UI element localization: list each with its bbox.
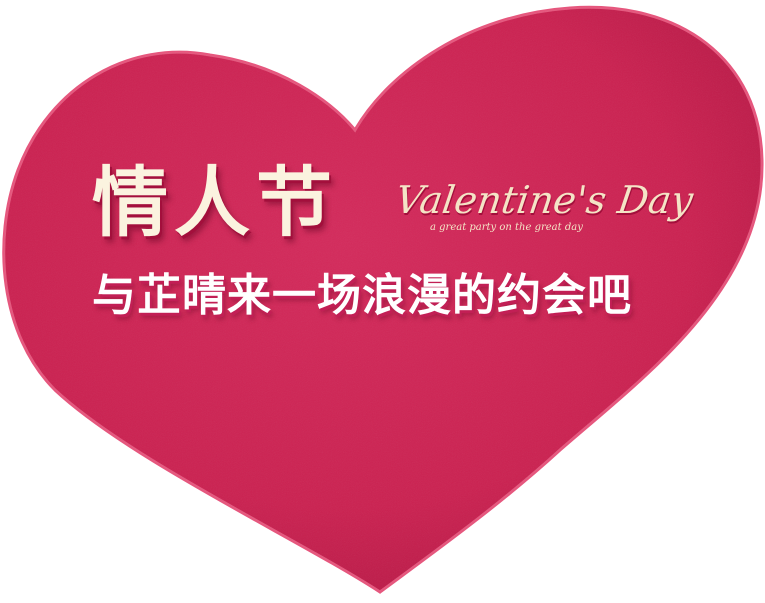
script-title: Valentine's Day xyxy=(392,178,696,222)
subtitle-text: 与芷晴来一场浪漫的约会吧 xyxy=(92,270,632,321)
script-subtitle: a great party on the great day xyxy=(430,222,583,233)
title-heading: 情人节 xyxy=(92,158,338,247)
valentines-day-lettering: Valentine's Day a great party on the gre… xyxy=(393,168,696,248)
